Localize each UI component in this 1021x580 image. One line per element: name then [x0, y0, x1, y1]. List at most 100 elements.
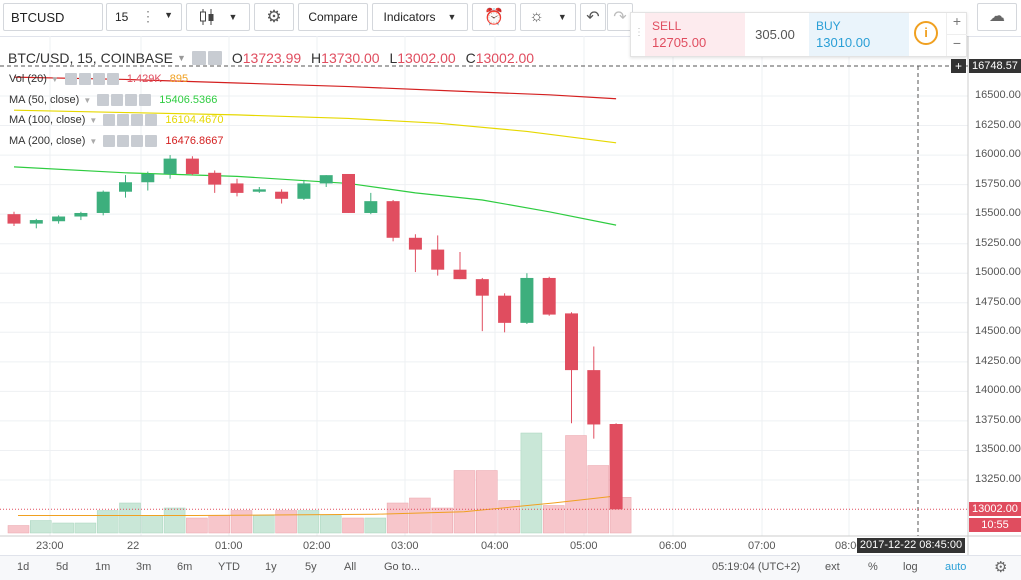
interval-text: 15 — [115, 10, 129, 24]
close-icon[interactable] — [106, 73, 119, 85]
gear-icon[interactable] — [207, 51, 222, 65]
eye-icon[interactable] — [103, 135, 116, 147]
indicator-row[interactable]: Vol (20) ▼ 1.429K 895 — [9, 73, 188, 85]
log-toggle[interactable]: log — [903, 561, 918, 573]
candle-body — [408, 237, 422, 250]
zoom-in-button[interactable]: + — [946, 13, 967, 34]
range-button[interactable]: 1m — [95, 561, 111, 573]
alert-button[interactable]: ⏰ — [472, 3, 516, 31]
gear-icon[interactable] — [78, 73, 91, 85]
undo-button[interactable]: ↶ — [580, 3, 606, 31]
settings-button[interactable]: ⚙ — [254, 3, 294, 31]
ideas-button[interactable]: ☼ ▼ — [520, 3, 576, 31]
time-tick-label: 05:00 — [570, 540, 598, 552]
volume-bar — [542, 505, 565, 534]
clock-readout[interactable]: 05:19:04 (UTC+2) — [712, 561, 801, 573]
indicator-buttons — [103, 114, 158, 126]
volume-bar — [52, 522, 74, 534]
plus-icon[interactable] — [131, 135, 144, 147]
eye-icon[interactable] — [97, 94, 110, 106]
range-button[interactable]: All — [344, 561, 357, 573]
indicators-button[interactable]: Indicators ▼ — [372, 3, 468, 31]
time-tick-label: 04:00 — [481, 540, 509, 552]
chevron-down-icon: ▼ — [557, 12, 567, 22]
add-alert-plus-icon[interactable]: + — [951, 59, 966, 73]
candle-body — [7, 214, 21, 224]
chevron-down-icon[interactable]: ▼ — [83, 95, 92, 105]
volume-bar — [520, 432, 543, 534]
candle-body — [342, 173, 355, 213]
price-chart[interactable] — [0, 36, 1021, 555]
indicator-row[interactable]: MA (50, close) ▼ 15406.5366 — [9, 94, 217, 106]
plus-icon[interactable] — [131, 114, 144, 126]
chart-style-button[interactable]: ▼ — [186, 3, 250, 31]
sell-button[interactable]: SELL 12705.00 — [645, 13, 745, 56]
volume-bar — [364, 517, 387, 534]
close-icon[interactable] — [145, 114, 158, 126]
volume-ma-line — [18, 495, 621, 516]
indicator-row[interactable]: MA (100, close) ▼ 16104.4670 — [9, 114, 223, 126]
eye-icon[interactable] — [64, 73, 77, 85]
candle-body — [542, 277, 556, 315]
redo-icon: ↷ — [613, 9, 627, 26]
gear-icon[interactable]: ⚙ — [994, 559, 1008, 576]
indicator-value: 16104.4670 — [165, 114, 224, 126]
candle-body — [275, 191, 289, 199]
goto-button[interactable]: Go to... — [384, 561, 421, 573]
plus-icon[interactable] — [125, 94, 138, 106]
volume-bar — [74, 522, 97, 534]
candle-body — [252, 189, 266, 192]
indicator-label: MA (50, close) — [9, 94, 80, 106]
close-icon[interactable] — [145, 135, 158, 147]
candles — [7, 155, 623, 510]
chevron-down-icon[interactable]: ▼ — [89, 136, 98, 146]
plus-icon[interactable] — [92, 73, 105, 85]
time-tick-label: 23:00 — [36, 540, 64, 552]
eye-icon[interactable] — [191, 51, 206, 65]
candle-body — [74, 212, 88, 217]
indicator-label: Vol (20) — [9, 73, 47, 85]
gear-icon: ⚙ — [266, 7, 282, 26]
range-button[interactable]: 6m — [177, 561, 193, 573]
drag-handle-icon[interactable]: ⋮⋮ — [634, 27, 654, 38]
volume-bar — [186, 517, 208, 534]
candle-body — [52, 216, 66, 222]
close-icon[interactable] — [139, 94, 152, 106]
gear-icon[interactable] — [117, 135, 130, 147]
save-cloud-button[interactable]: ☁ — [977, 3, 1017, 31]
gear-icon[interactable] — [111, 94, 124, 106]
chevron-down-icon[interactable]: ▼ — [50, 74, 59, 84]
redo-button[interactable]: ↷ — [607, 3, 633, 31]
indicator-buttons — [64, 73, 119, 85]
zoom-out-button[interactable]: − — [946, 34, 967, 56]
range-button[interactable]: YTD — [218, 561, 240, 573]
volume-bar — [386, 502, 409, 534]
auto-toggle[interactable]: auto — [945, 561, 967, 573]
volume-bar — [498, 500, 520, 534]
candle-body — [230, 183, 244, 193]
range-button[interactable]: 3m — [136, 561, 152, 573]
buy-button[interactable]: BUY 13010.00 — [809, 13, 909, 56]
chevron-down-icon[interactable]: ▼ — [89, 115, 98, 125]
range-button[interactable]: 1y — [265, 561, 277, 573]
indicator-label: MA (200, close) — [9, 135, 86, 147]
compare-button[interactable]: Compare — [298, 3, 368, 31]
gear-icon[interactable] — [117, 114, 130, 126]
volume-ma-line — [18, 495, 621, 516]
interval-select[interactable]: 15 ⋮ ▼ — [106, 3, 182, 31]
percent-toggle[interactable]: % — [868, 561, 878, 573]
eye-icon[interactable] — [103, 114, 116, 126]
info-icon[interactable]: i — [914, 21, 938, 45]
candle-body — [319, 175, 333, 184]
candle-body — [565, 313, 578, 371]
range-button[interactable]: 1d — [17, 561, 30, 573]
chevron-down-icon: ▼ — [228, 12, 238, 22]
candle-body — [119, 182, 132, 192]
range-button[interactable]: 5y — [305, 561, 317, 573]
volume-bar — [297, 510, 320, 534]
range-button[interactable]: 5d — [56, 561, 69, 573]
symbol-input[interactable]: BTCUSD — [3, 3, 103, 31]
candle-body — [96, 191, 110, 213]
indicator-row[interactable]: MA (200, close) ▼ 16476.8667 — [9, 135, 223, 147]
ext-toggle[interactable]: ext — [825, 561, 840, 573]
